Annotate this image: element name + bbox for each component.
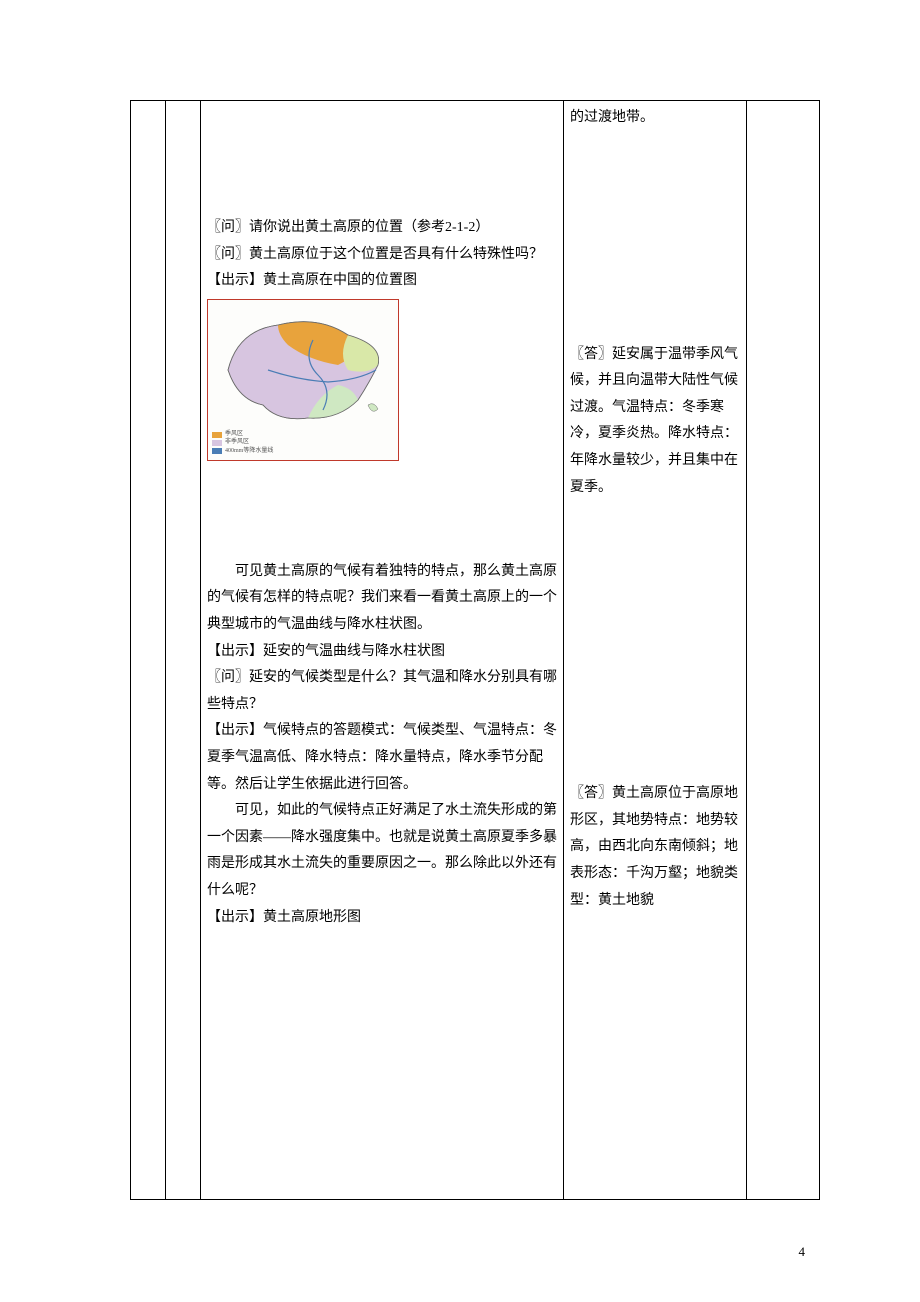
legend-1: 季风区 (225, 431, 243, 438)
column-2 (166, 101, 201, 1200)
paragraph-2: 可见，如此的气候特点正好满足了水土流失形成的第一个因素——降水强度集中。也就是说… (207, 798, 557, 904)
china-map-figure: 季风区 非季风区 400mm等降水量线 (207, 299, 399, 461)
q1-text: 请你说出黄土高原的位置（参考2-1-2） (249, 220, 489, 235)
student-activity-cell: 的过渡地带。 〖答〗延安属于温带季风气候，并且向温带大陆性气候过渡。气温特点：冬… (564, 101, 747, 1200)
show4-text: 黄土高原地形图 (263, 910, 361, 925)
ans1-text: 延安属于温带季风气候，并且向温带大陆性气候过渡。气温特点：冬季寒冷，夏季炎热。降… (570, 347, 738, 495)
top-continuation: 的过渡地带。 (570, 105, 740, 132)
show-prefix: 【出示】 (207, 644, 263, 659)
q3-text: 延安的气候类型是什么？其气温和降水分别具有哪些特点？ (207, 670, 557, 712)
ans-prefix: 〖答〗 (570, 786, 612, 801)
q-prefix: 〖问〗 (207, 247, 249, 262)
question-3: 〖问〗延安的气候类型是什么？其气温和降水分别具有哪些特点？ (207, 665, 557, 718)
show-prefix: 【出示】 (207, 910, 263, 925)
show-3: 【出示】气候特点的答题模式：气候类型、气温特点：冬夏季气温高低、降水特点：降水量… (207, 718, 557, 798)
show-4: 【出示】黄土高原地形图 (207, 905, 557, 932)
spacer (207, 105, 557, 215)
show-prefix: 【出示】 (207, 723, 263, 738)
map-legend: 季风区 非季风区 400mm等降水量线 (212, 431, 273, 456)
document-page: 〖问〗请你说出黄土高原的位置（参考2-1-2） 〖问〗黄土高原位于这个位置是否具… (0, 0, 920, 1302)
paragraph-1: 可见黄土高原的气候有着独特的特点，那么黄土高原的气候有怎样的特点呢？我们来看一看… (207, 559, 557, 639)
show2-text: 延安的气温曲线与降水柱状图 (263, 644, 445, 659)
q2-text: 黄土高原位于这个位置是否具有什么特殊性吗？ (249, 247, 543, 262)
question-2: 〖问〗黄土高原位于这个位置是否具有什么特殊性吗？ (207, 242, 557, 269)
show-prefix: 【出示】 (207, 273, 263, 288)
q-prefix: 〖问〗 (207, 220, 249, 235)
answer-2: 〖答〗黄土高原位于高原地形区，其地势特点：地势较高，由西北向东南倾斜；地表形态：… (570, 781, 740, 914)
page-number: 4 (799, 1244, 806, 1260)
ans2-text: 黄土高原位于高原地形区，其地势特点：地势较高，由西北向东南倾斜；地表形态：千沟万… (570, 786, 738, 907)
legend-2: 非季风区 (225, 439, 249, 446)
spacer (570, 132, 740, 342)
column-1 (131, 101, 166, 1200)
spacer (207, 469, 557, 559)
lesson-plan-table: 〖问〗请你说出黄土高原的位置（参考2-1-2） 〖问〗黄土高原位于这个位置是否具… (130, 100, 820, 1200)
column-5 (747, 101, 820, 1200)
answer-1: 〖答〗延安属于温带季风气候，并且向温带大陆性气候过渡。气温特点：冬季寒冷，夏季炎… (570, 342, 740, 502)
teacher-activity-cell: 〖问〗请你说出黄土高原的位置（参考2-1-2） 〖问〗黄土高原位于这个位置是否具… (201, 101, 564, 1200)
spacer (570, 501, 740, 781)
q-prefix: 〖问〗 (207, 670, 249, 685)
show-2: 【出示】延安的气温曲线与降水柱状图 (207, 639, 557, 666)
question-1: 〖问〗请你说出黄土高原的位置（参考2-1-2） (207, 215, 557, 242)
show1-text: 黄土高原在中国的位置图 (263, 273, 417, 288)
legend-3: 400mm等降水量线 (225, 448, 273, 455)
china-map-svg (218, 310, 388, 430)
ans-prefix: 〖答〗 (570, 347, 612, 362)
show-1: 【出示】黄土高原在中国的位置图 (207, 268, 557, 295)
